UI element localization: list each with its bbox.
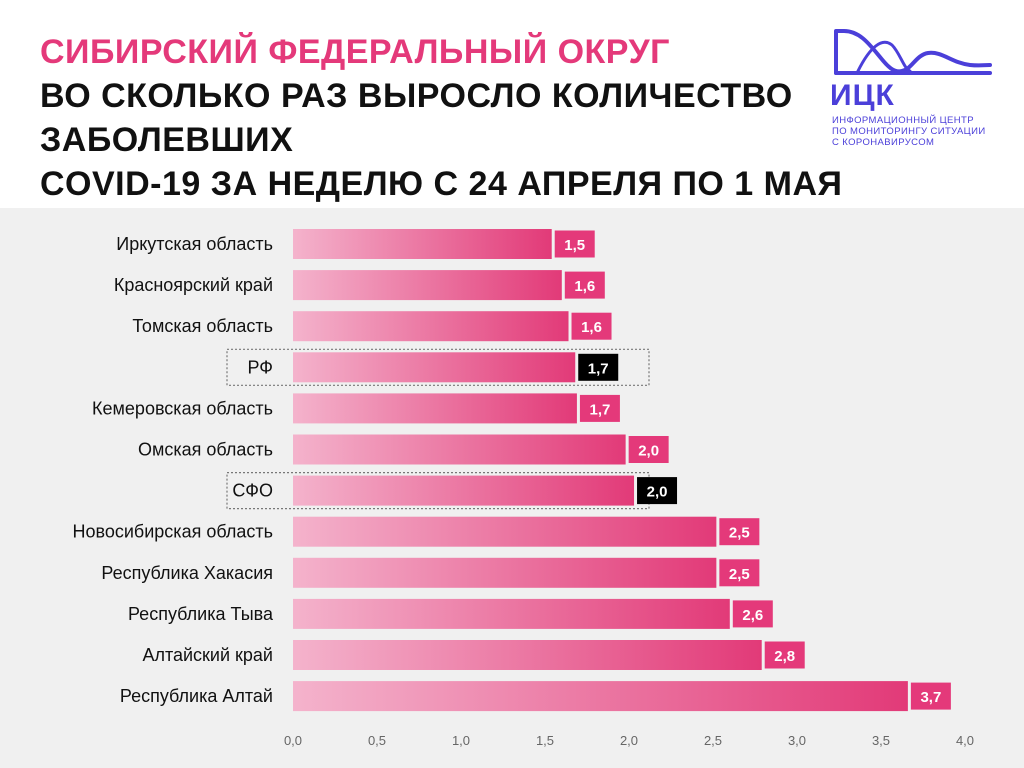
category-label: Томская область [132, 316, 273, 336]
x-tick-label: 1,5 [536, 733, 554, 748]
value-label: 1,7 [588, 360, 609, 377]
value-label-box [719, 559, 760, 587]
x-tick-label: 1,0 [452, 733, 470, 748]
value-label-box [578, 353, 619, 381]
value-label-box [764, 641, 805, 669]
value-label-box [719, 518, 760, 546]
bar [293, 434, 626, 465]
logo-wordmark: ИЦК [830, 79, 895, 112]
value-label-box [554, 230, 595, 258]
value-label: 1,6 [574, 278, 595, 295]
category-label: Алтайский край [142, 645, 273, 665]
value-label: 2,0 [638, 443, 659, 460]
bar [293, 393, 577, 424]
bar [293, 598, 730, 629]
title-question-line1: Во сколько раз выросло количество заболе… [40, 77, 793, 159]
category-label: Красноярский край [114, 275, 273, 295]
value-label: 1,6 [581, 319, 602, 336]
category-label: Кемеровская область [92, 398, 273, 418]
header: Сибирский федеральный округ Во сколько р… [0, 0, 1024, 208]
category-label: Иркутская область [116, 234, 273, 254]
x-tick-label: 0,5 [368, 733, 386, 748]
x-tick-label: 2,5 [704, 733, 722, 748]
value-label-box [579, 394, 620, 422]
chart-title: Сибирский федеральный округ Во сколько р… [40, 30, 1024, 206]
value-label-box [910, 682, 951, 710]
value-label: 1,7 [589, 401, 610, 418]
x-tick-label: 0,0 [284, 733, 302, 748]
category-label: Республика Тыва [128, 604, 274, 624]
logo-caption: Информационный центр по мониторингу ситу… [832, 115, 986, 148]
category-label: Новосибирская область [73, 522, 274, 542]
bar [293, 311, 569, 342]
value-label-box [732, 600, 773, 628]
value-label: 2,6 [742, 607, 763, 624]
bar [293, 681, 908, 712]
category-label: Республика Хакасия [101, 563, 273, 583]
x-tick-label: 2,0 [620, 733, 638, 748]
bar [293, 475, 635, 506]
value-label: 2,5 [729, 566, 750, 583]
value-label: 2,5 [729, 525, 750, 542]
category-label: Омская область [138, 440, 273, 460]
x-tick-label: 3,5 [872, 733, 890, 748]
value-label-box [571, 312, 612, 340]
bar [293, 516, 717, 547]
title-question-line2: COVID-19 за неделю с 24 апреля по 1 мая [40, 165, 843, 203]
category-label: РФ [248, 357, 274, 377]
value-label: 2,0 [647, 484, 668, 501]
bar [293, 640, 762, 670]
value-label: 1,5 [564, 237, 585, 254]
x-tick-label: 3,0 [788, 733, 806, 748]
title-region: Сибирский федеральный округ [40, 33, 670, 71]
x-tick-label: 4,0 [956, 733, 974, 748]
chart-area: Иркутская область 1,5 Красноярский край 1,6… [0, 208, 1024, 768]
bar [293, 270, 562, 301]
value-label-box [637, 477, 678, 505]
value-label: 3,7 [920, 689, 941, 706]
value-label-box [628, 436, 669, 463]
bar-chart: Иркутская область 1,5 Красноярский край 1,6… [73, 229, 974, 748]
logo-mountain-icon [834, 29, 992, 75]
bar [293, 352, 576, 383]
category-label: Республика Алтай [120, 686, 273, 706]
value-label: 2,8 [774, 648, 795, 665]
bar [293, 557, 717, 588]
ick-logo: ИЦК Информационный центр по мониторингу … [830, 25, 1000, 155]
category-label: СФО [232, 481, 273, 501]
bar [293, 229, 552, 259]
value-label-box [564, 271, 605, 299]
